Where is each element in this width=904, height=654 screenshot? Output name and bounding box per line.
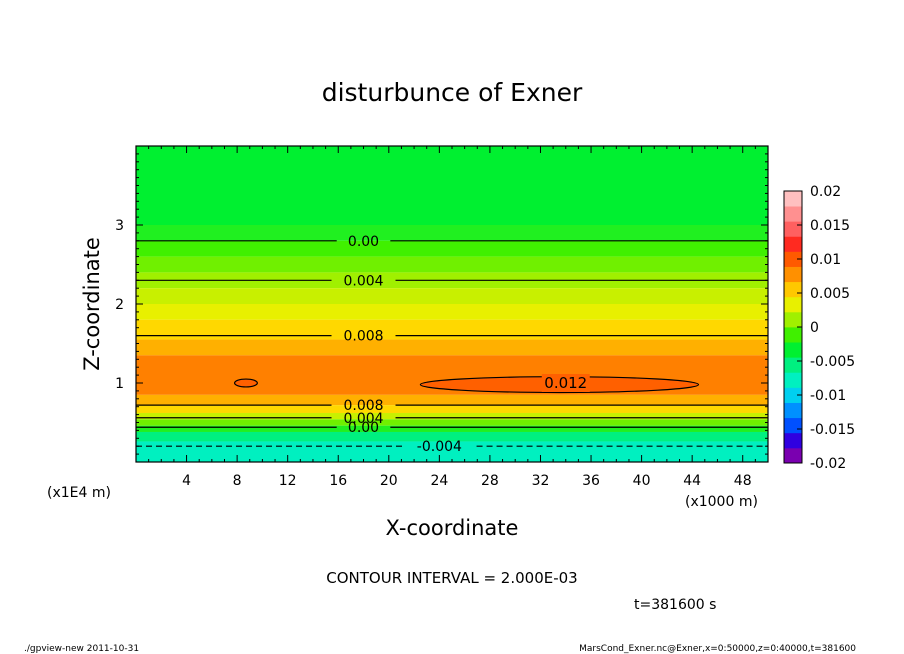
color-band-13	[136, 419, 768, 426]
color-band-12	[136, 413, 768, 420]
color-band-7	[136, 319, 768, 340]
y-axis-ticks: 1 2 3	[115, 153, 768, 455]
contour-label-1: 0.004	[343, 273, 383, 289]
colorbar-segment-9	[784, 311, 802, 328]
x-tick-label-36: 36	[582, 473, 600, 489]
colorbar-label-5: -0.005	[810, 354, 855, 370]
closed-contour-label-0: 0.012	[544, 374, 587, 392]
color-band-5	[136, 288, 768, 304]
color-band-14	[136, 425, 768, 432]
colorbar-segment-0	[784, 447, 802, 464]
colorbar-segment-8	[784, 327, 802, 343]
x-tick-label-32: 32	[532, 473, 550, 489]
color-band-15	[136, 431, 768, 442]
y-axis-label: Z-coordinate	[80, 237, 104, 371]
color-band-8	[136, 339, 768, 356]
colorbar-segment-14	[784, 236, 802, 252]
colorbar-segment-3	[784, 402, 802, 419]
footer-left: ./gpview-new 2011-10-31	[24, 644, 139, 654]
colorbar-segment-10	[784, 296, 802, 313]
y-tick-label-1: 1	[115, 376, 124, 392]
y-tick-label-3: 3	[115, 218, 124, 234]
color-band-3	[136, 256, 768, 273]
x-tick-label-48: 48	[734, 473, 752, 489]
colorbar-segment-13	[784, 251, 802, 267]
colorbar-segment-4	[784, 387, 802, 403]
x-axis-unit: (x1000 m)	[685, 494, 758, 510]
colorbar-segment-12	[784, 266, 802, 283]
color-band-11	[136, 405, 768, 414]
contour-label-2: 0.008	[343, 329, 383, 345]
y-tick-label-2: 2	[115, 297, 124, 313]
color-band-6	[136, 304, 768, 320]
colorbar-label-0: 0.02	[810, 184, 841, 200]
x-tick-label-28: 28	[481, 473, 499, 489]
color-band-2	[136, 240, 768, 257]
color-band-0	[136, 146, 768, 225]
colorbar-label-2: 0.01	[810, 252, 841, 268]
plot-color-bands	[136, 146, 768, 462]
y-axis-unit: (x1E4 m)	[47, 485, 111, 501]
colorbar-segment-2	[784, 417, 802, 434]
contour-interval-text: CONTOUR INTERVAL = 2.000E-03	[326, 569, 577, 587]
colorbar-segment-6	[784, 357, 802, 373]
chart-title: disturbunce of Exner	[322, 78, 583, 107]
colorbar-label-8: -0.02	[810, 456, 846, 472]
colorbar-label-7: -0.015	[810, 422, 855, 438]
time-text: t=381600 s	[634, 597, 716, 613]
x-tick-label-40: 40	[633, 473, 651, 489]
contour-label-4: 0.004	[343, 411, 383, 427]
x-tick-label-4: 4	[182, 473, 191, 489]
colorbar-label-6: -0.01	[810, 388, 846, 404]
closed-contour-label-bg-0	[541, 374, 590, 392]
x-tick-label-16: 16	[329, 473, 347, 489]
footer-right: MarsCond_Exner.nc@Exner,x=0:50000,z=0:40…	[579, 644, 856, 654]
contour-label-3: 0.008	[343, 398, 383, 414]
x-tick-label-20: 20	[380, 473, 398, 489]
color-band-1	[136, 225, 768, 241]
x-tick-label-12: 12	[279, 473, 297, 489]
colorbar-segment-7	[784, 342, 802, 358]
x-tick-label-8: 8	[233, 473, 242, 489]
colorbar-segment-1	[784, 432, 802, 449]
colorbar-label-4: 0	[810, 320, 819, 336]
contour-label-5: 0.00	[348, 420, 379, 436]
color-band-10	[136, 394, 768, 406]
contour-label-0: 0.00	[348, 234, 379, 250]
colorbar-label-1: 0.015	[810, 218, 850, 234]
x-axis-ticks: 4 8 12 16 20 24 28 32 36 40 44 48	[148, 146, 756, 489]
colorbar-segment-17	[784, 191, 802, 207]
colorbar-segment-11	[784, 281, 802, 298]
closed-contour-1	[233, 378, 258, 388]
contour-label-6: -0.004	[417, 439, 462, 455]
x-tick-label-24: 24	[430, 473, 448, 489]
x-tick-label-44: 44	[683, 473, 701, 489]
colorbar-segment-16	[784, 206, 802, 222]
colorbar-segment-5	[784, 372, 802, 388]
colorbar-segment-15	[784, 221, 802, 237]
colorbar: 0.02 0.015 0.01 0.005 0 -0.005 -0.01 -0.015 -0.0…	[783, 184, 855, 472]
x-axis-label: X-coordinate	[386, 516, 519, 540]
colorbar-label-3: 0.005	[810, 286, 850, 302]
